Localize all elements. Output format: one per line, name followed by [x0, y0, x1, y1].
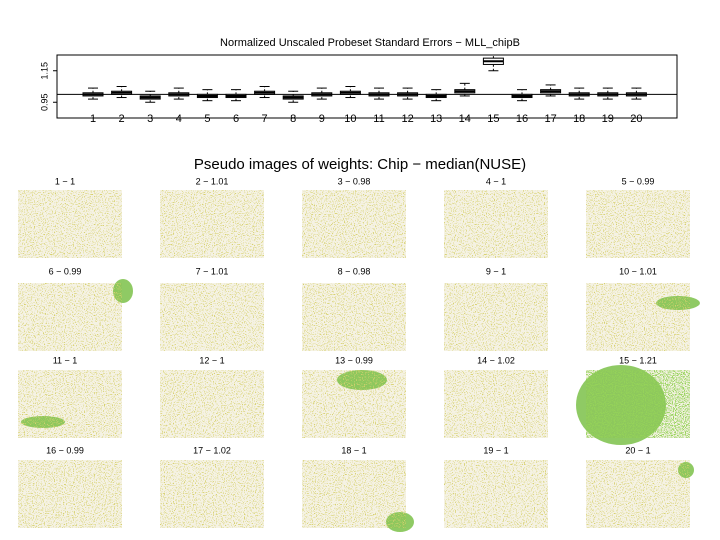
panel-title: 7 − 1.01	[196, 266, 229, 276]
x-tick-label: 3	[147, 113, 153, 125]
panel-speckle	[444, 460, 548, 528]
panel-title: 5 − 0.99	[622, 176, 655, 186]
panel-speckle	[444, 283, 548, 351]
panel-speckle	[444, 190, 548, 258]
y-tick-label: 0.95	[39, 93, 49, 111]
panel-speckle	[302, 370, 406, 438]
panel-speckle	[18, 283, 122, 351]
panel-speckle	[160, 283, 264, 351]
x-tick-label: 9	[319, 113, 325, 125]
panel-title: 13 − 0.99	[335, 355, 373, 365]
panel-title: 16 − 0.99	[46, 445, 84, 455]
x-tick-label: 20	[630, 113, 642, 125]
x-tick-label: 2	[119, 113, 125, 125]
plot-area	[57, 55, 677, 103]
x-tick-label: 4	[176, 113, 182, 125]
x-tick-label: 18	[573, 113, 585, 125]
panel-speckle	[302, 190, 406, 258]
x-tick-label: 13	[430, 113, 442, 125]
panel-title: 15 − 1.21	[619, 355, 657, 365]
x-tick-label: 11	[373, 113, 384, 125]
panel-speckle	[302, 460, 406, 528]
x-tick-label: 15	[487, 113, 499, 125]
panel-speckle	[444, 370, 548, 438]
panel-speckle	[18, 460, 122, 528]
panel-speckle	[302, 283, 406, 351]
x-tick-label: 6	[233, 113, 239, 125]
panel-title: 2 − 1.01	[196, 176, 229, 186]
panel-speckle	[586, 370, 690, 438]
panel-title: 8 − 0.98	[338, 266, 371, 276]
panel-speckle	[160, 370, 264, 438]
x-tick-label: 1	[90, 113, 96, 125]
panel-title: 10 − 1.01	[619, 266, 657, 276]
panel-speckle	[18, 190, 122, 258]
panel-title: 20 − 1	[625, 445, 650, 455]
x-tick-label: 19	[602, 113, 614, 125]
x-tick-label: 16	[516, 113, 528, 125]
panel-title: 11 − 1	[53, 355, 78, 365]
panel-speckle	[586, 460, 690, 528]
panel-title: 4 − 1	[486, 176, 506, 186]
panel-speckle	[18, 370, 122, 438]
x-tick-label: 8	[290, 113, 296, 125]
panel-title: 1 − 1	[55, 176, 75, 186]
chart-title: Normalized Unscaled Probeset Standard Er…	[220, 37, 520, 49]
x-tick-label: 10	[344, 113, 356, 125]
panel-title: 12 − 1	[199, 355, 224, 365]
y-tick-label: 1.15	[39, 62, 49, 80]
panel-title: 18 − 1	[341, 445, 366, 455]
images-title: Pseudo images of weights: Chip − median(…	[194, 156, 526, 173]
plot-frame	[56, 54, 678, 119]
panel-title: 3 − 0.98	[338, 176, 371, 186]
panel-speckle	[160, 460, 264, 528]
panel-title: 17 − 1.02	[193, 445, 231, 455]
x-tick-label: 12	[401, 113, 413, 125]
panel-speckle	[586, 190, 690, 258]
panel-speckle	[586, 283, 690, 351]
panel-title: 9 − 1	[486, 266, 506, 276]
panel-title: 19 − 1	[483, 445, 508, 455]
panel-speckle	[160, 190, 264, 258]
panel-title: 6 − 0.99	[49, 266, 82, 276]
x-tick-label: 5	[204, 113, 210, 125]
x-tick-label: 7	[262, 113, 268, 125]
x-tick-label: 17	[544, 113, 556, 125]
x-tick-label: 14	[459, 113, 471, 125]
panel-title: 14 − 1.02	[477, 355, 515, 365]
